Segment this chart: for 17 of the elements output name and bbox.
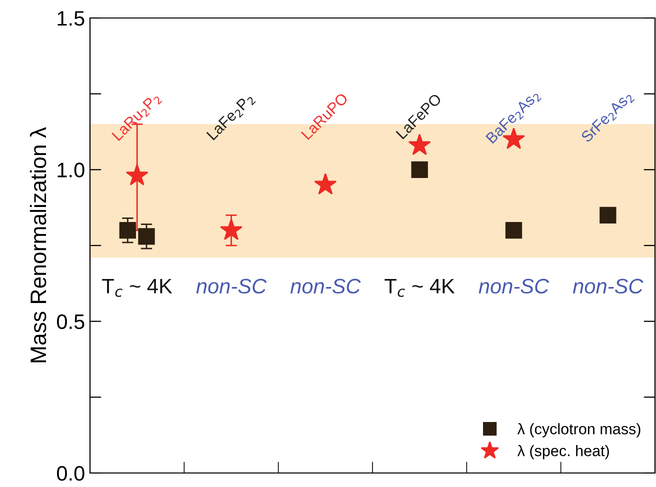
x-tick-label: LaRu$_{2}$P$_{2}$ xyxy=(112,92,162,143)
annotation: non-SC xyxy=(290,278,361,294)
y-tick-label: 0.0 xyxy=(56,466,84,481)
y-axis-title: Mass Renormalization λ xyxy=(30,127,46,362)
y-tick-label: 1.0 xyxy=(58,162,84,178)
y-tick-label: 1.5 xyxy=(58,11,84,26)
annotation: non-SC xyxy=(196,278,267,294)
legend-label: λ (cyclotron mass) xyxy=(517,423,640,438)
annotation: T$_{c}$ ~ 4K xyxy=(102,278,172,297)
legend-label: λ (spec. heat) xyxy=(517,445,609,460)
x-tick-label: SrFe$_{2}$As$_{2}$ xyxy=(580,90,635,145)
annotation: non-SC xyxy=(478,278,550,294)
annotation: non-SC xyxy=(572,278,644,294)
x-tick-label: LaFe$_{2}$P$_{2}$ xyxy=(206,92,256,142)
y-tick-label: 0.5 xyxy=(56,314,84,330)
x-tick-label: BaFe$_{2}$As$_{2}$ xyxy=(486,89,542,146)
annotation: T$_{c}$ ~ 4K xyxy=(384,278,455,297)
